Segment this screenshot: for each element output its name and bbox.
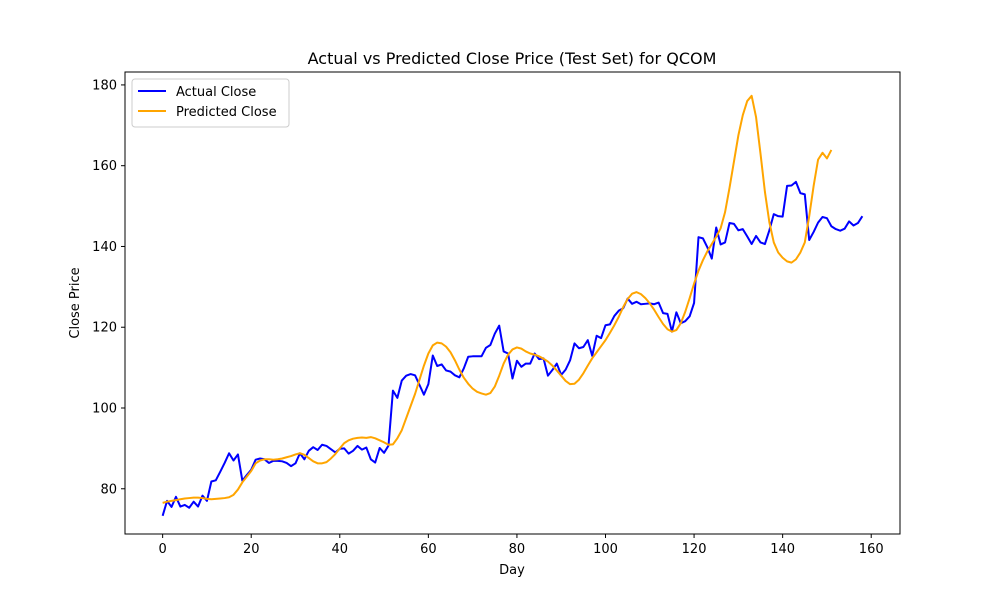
x-tick-label: 0 [159, 542, 167, 557]
y-tick-label: 80 [100, 482, 117, 497]
y-axis-ticks: 80 100 120 140 160 180 [92, 78, 125, 497]
legend: Actual Close Predicted Close [131, 78, 290, 128]
plot-lines [161, 94, 864, 517]
y-tick-label: 120 [92, 321, 117, 336]
y-axis-label: Close Price [68, 267, 83, 338]
legend-label-actual: Actual Close [176, 85, 256, 100]
x-tick-label: 160 [859, 542, 884, 557]
y-tick-label: 160 [92, 159, 117, 174]
x-tick-label: 120 [682, 542, 707, 557]
x-tick-label: 40 [332, 542, 349, 557]
y-tick-label: 180 [92, 78, 117, 93]
x-tick-label: 80 [509, 542, 526, 557]
series-line-actual-close [161, 180, 864, 517]
series-line-predicted-close [162, 94, 833, 504]
chart-title: Actual vs Predicted Close Price (Test Se… [308, 49, 717, 68]
x-axis-ticks: 0 20 40 60 80 100 120 140 160 [159, 534, 884, 557]
plot-frame [124, 71, 901, 535]
legend-label-predicted: Predicted Close [176, 105, 277, 120]
x-axis-label: Day [499, 563, 525, 578]
x-tick-label: 100 [593, 542, 618, 557]
y-tick-label: 100 [92, 402, 117, 417]
x-tick-label: 20 [243, 542, 260, 557]
x-tick-label: 140 [770, 542, 795, 557]
legend-box [131, 78, 290, 128]
x-tick-label: 60 [420, 542, 437, 557]
y-tick-label: 140 [92, 240, 117, 255]
